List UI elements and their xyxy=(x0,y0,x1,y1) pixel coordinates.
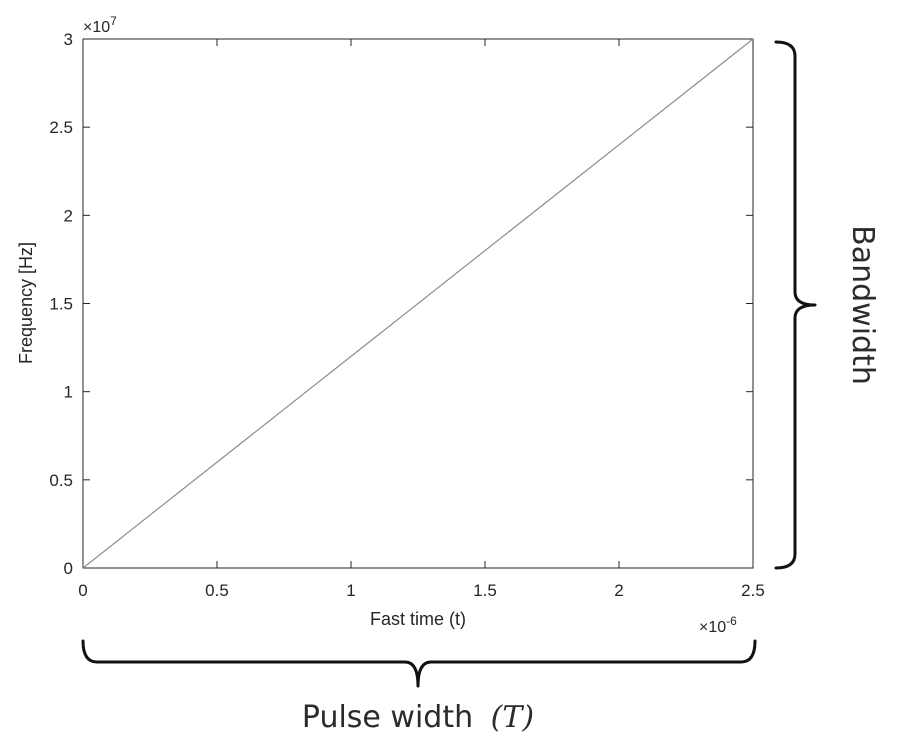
x-multiplier-base: ×10 xyxy=(699,619,726,636)
pulse-width-symbol: (T) xyxy=(491,700,534,735)
x-tick-label: 0.5 xyxy=(205,581,229,600)
y-axis-label: Frequency [Hz] xyxy=(16,242,36,364)
y-axis-multiplier: ×107 xyxy=(83,14,117,36)
x-tick-label: 1 xyxy=(346,581,355,600)
x-axis-ticks: 0 0.5 1 1.5 2 2.5 xyxy=(78,39,765,600)
pulse-width-text: Pulse width xyxy=(302,700,473,735)
y-tick-label: 2 xyxy=(64,206,73,225)
y-tick-label: 0 xyxy=(64,559,73,578)
x-axis-multiplier: ×10-6 xyxy=(699,614,737,636)
pulse-width-label: Pulse width (T) xyxy=(302,700,534,735)
y-multiplier-base: ×10 xyxy=(83,19,110,36)
series-layer xyxy=(82,38,754,569)
y-tick-label: 0.5 xyxy=(49,471,73,490)
x-multiplier-exponent: -6 xyxy=(726,614,737,628)
x-axis-label: Fast time (t) xyxy=(370,609,466,629)
pulse-width-brace xyxy=(81,639,757,688)
y-tick-label: 2.5 xyxy=(49,118,73,137)
y-tick-label: 3 xyxy=(64,30,73,49)
series-line xyxy=(82,38,754,569)
x-tick-label: 1.5 xyxy=(473,581,497,600)
y-tick-label: 1 xyxy=(64,383,73,402)
y-tick-label: 1.5 xyxy=(49,295,73,314)
bandwidth-brace xyxy=(774,40,817,570)
y-multiplier-exponent: 7 xyxy=(110,14,117,28)
x-tick-label: 2.5 xyxy=(741,581,765,600)
x-tick-label: 0 xyxy=(78,581,87,600)
bandwidth-label: Bandwidth xyxy=(845,225,880,385)
y-axis-ticks: 0 0.5 1 1.5 2 2.5 3 xyxy=(49,30,753,578)
x-tick-label: 2 xyxy=(614,581,623,600)
